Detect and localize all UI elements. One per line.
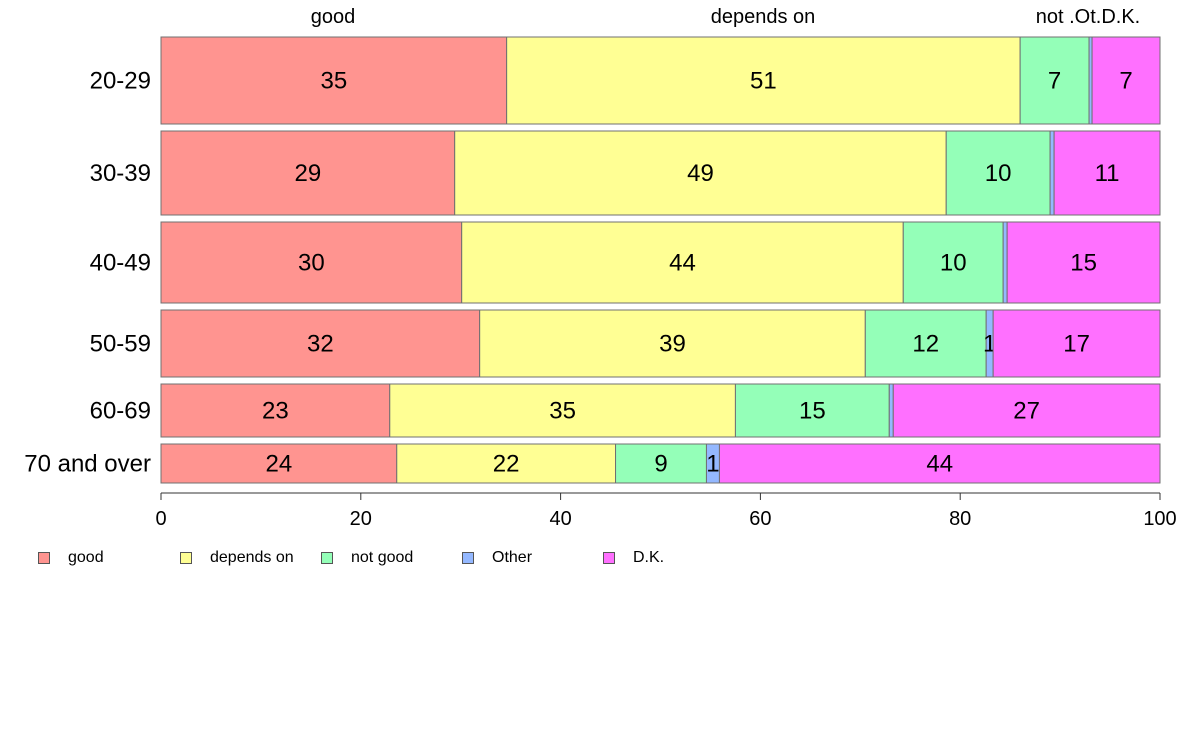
bar-segment-40-49-d-k — [1006, 221, 1161, 304]
data-label-50-59-not-good: 12 — [912, 331, 939, 358]
bar-segment-70-and-over-depends-on — [396, 443, 617, 484]
bar-row-70-and-over: 24 22 9 1 44 — [160, 443, 1161, 484]
legend-item-other: Other — [462, 547, 532, 569]
legend-swatch-dk — [603, 552, 615, 564]
bar-row-50-59: 32 39 12 1 17 — [160, 309, 1161, 378]
data-label-50-59-good: 32 — [307, 331, 334, 358]
data-label-30-39-good: 29 — [295, 160, 322, 187]
data-label-70-and-over-depends-on: 22 — [493, 451, 520, 478]
bar-segment-70-and-over-good — [160, 443, 398, 484]
bar-segment-40-49-not-good — [902, 221, 1004, 304]
bar-segment-40-49-other — [1002, 221, 1008, 304]
legend-item-good: good — [38, 547, 104, 569]
bar-segment-50-59-d-k — [992, 309, 1161, 378]
data-label-20-29-d-k: 7 — [1119, 68, 1132, 95]
data-label-40-49-good: 30 — [298, 250, 325, 277]
legend-swatch-other — [462, 552, 474, 564]
legend-item-depends-on: depends on — [180, 547, 294, 569]
data-label-30-39-d-k: 11 — [1095, 160, 1120, 187]
bar-segment-50-59-depends-on — [479, 309, 866, 378]
bar-frame-20-29 — [160, 36, 1161, 125]
data-label-60-69-depends-on: 35 — [549, 398, 576, 425]
legend-label-good: good — [68, 549, 104, 566]
x-tick-label-40: 40 — [549, 508, 571, 530]
data-label-40-49-d-k: 15 — [1070, 250, 1097, 277]
data-label-30-39-depends-on: 49 — [687, 160, 714, 187]
category-label-40-49: 40-49 — [90, 250, 151, 277]
legend-item-not-good: not good — [321, 547, 413, 569]
legend-label-not-good: not good — [351, 549, 414, 566]
bar-row-30-39: 29 49 10 11 — [160, 130, 1161, 216]
bar-segment-20-29-good — [160, 36, 508, 125]
legend-swatch-depends-on — [180, 552, 192, 564]
chart-legend: good depends on not good Other D.K. — [38, 547, 738, 569]
category-label-70-and-over: 70 and over — [24, 451, 151, 478]
legend-swatch-good — [38, 552, 50, 564]
data-label-20-29-depends-on: 51 — [750, 68, 777, 95]
data-label-20-29-good: 35 — [320, 68, 347, 95]
bar-segment-20-29-depends-on — [506, 36, 1021, 125]
bar-frame-40-49 — [160, 221, 1161, 304]
data-label-60-69-d-k: 27 — [1013, 398, 1040, 425]
legend-label-dk: D.K. — [633, 549, 665, 566]
data-label-70-and-over-good: 24 — [266, 451, 293, 478]
data-label-70-and-over-d-k: 44 — [926, 451, 953, 478]
bar-row-20-29: 35 51 7 7 — [160, 36, 1161, 125]
category-label-20-29: 20-29 — [90, 68, 151, 95]
bar-segment-30-39-not-good — [945, 130, 1051, 216]
bar-frame-60-69 — [160, 383, 1161, 438]
bar-segment-70-and-over-d-k — [718, 443, 1161, 484]
x-tick-label-100: 100 — [1143, 508, 1176, 530]
bar-row-40-49: 30 44 10 15 — [160, 221, 1161, 304]
x-tick-label-60: 60 — [749, 508, 771, 530]
category-label-30-39: 30-39 — [90, 160, 151, 187]
bar-segment-50-59-good — [160, 309, 481, 378]
data-label-20-29-not-good: 7 — [1048, 68, 1061, 95]
x-tick-label-0: 0 — [155, 508, 166, 530]
bar-frame-30-39 — [160, 130, 1161, 216]
data-label-50-59-depends-on: 39 — [659, 331, 686, 358]
data-label-40-49-depends-on: 44 — [669, 250, 696, 277]
data-label-60-69-good: 23 — [262, 398, 289, 425]
data-label-70-and-over-other: 1 — [706, 451, 719, 478]
bar-segment-30-39-d-k — [1053, 130, 1161, 216]
data-label-70-and-over-not-good: 9 — [654, 451, 667, 478]
data-label-50-59-d-k: 17 — [1063, 331, 1090, 358]
legend-swatch-not-good — [321, 552, 333, 564]
top-label-good: good — [311, 6, 356, 28]
bar-row-60-69: 23 35 15 27 — [160, 383, 1161, 438]
data-label-60-69-not-good: 15 — [799, 398, 826, 425]
bar-segment-60-69-other — [888, 383, 894, 438]
legend-label-other: Other — [492, 549, 533, 566]
top-label-depends-on: depends on — [711, 6, 816, 28]
bar-frame-70-and-over — [160, 443, 1161, 484]
legend-item-dk: D.K. — [603, 547, 664, 569]
bar-frame-50-59 — [160, 309, 1161, 378]
x-tick-label-80: 80 — [949, 508, 971, 530]
data-label-30-39-not-good: 10 — [985, 160, 1012, 187]
category-label-60-69: 60-69 — [90, 398, 151, 425]
top-label-not-ot-d-k: not .Ot.D.K. — [1036, 6, 1140, 28]
data-label-40-49-not-good: 10 — [940, 250, 967, 277]
bar-segment-40-49-good — [160, 221, 463, 304]
category-label-50-59: 50-59 — [90, 331, 151, 358]
bar-segment-30-39-other — [1049, 130, 1055, 216]
bar-segment-60-69-d-k — [892, 383, 1161, 438]
x-tick-label-20: 20 — [350, 508, 372, 530]
legend-label-depends-on: depends on — [210, 549, 294, 566]
